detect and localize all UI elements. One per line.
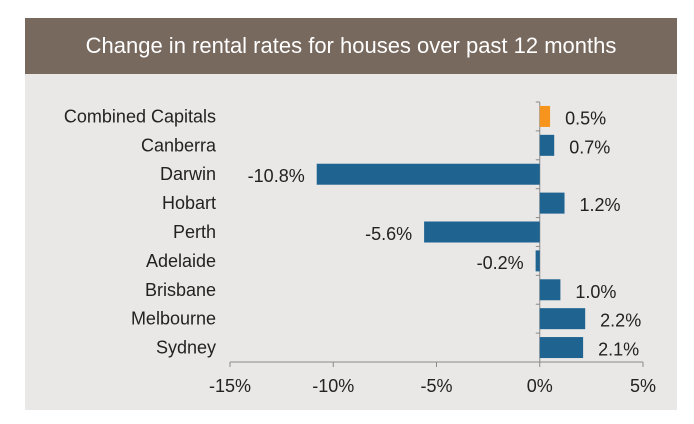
category-label: Darwin (160, 164, 216, 184)
data-label: 2.2% (600, 311, 641, 331)
category-label: Brisbane (145, 280, 216, 300)
data-label: 1.2% (580, 195, 621, 215)
bar (539, 337, 584, 359)
data-label: 0.5% (565, 108, 606, 128)
x-tick-label: -5% (420, 376, 452, 396)
category-label: Melbourne (131, 309, 216, 329)
category-label: Hobart (162, 193, 216, 213)
bar (539, 192, 565, 214)
category-label: Canberra (141, 135, 217, 155)
category-label: Sydney (156, 338, 216, 358)
chart-panel: Change in rental rates for houses over p… (25, 18, 677, 410)
x-tick-label: 0% (527, 376, 553, 396)
data-label: 2.1% (598, 340, 639, 360)
data-label: 1.0% (575, 282, 616, 302)
bar (535, 250, 540, 272)
bar (539, 134, 555, 156)
data-label: -10.8% (248, 166, 305, 186)
bar (539, 308, 586, 330)
category-label: Combined Capitals (64, 106, 216, 126)
x-tick-label: -10% (312, 376, 354, 396)
chart-title: Change in rental rates for houses over p… (25, 18, 677, 74)
bar (539, 279, 561, 301)
category-label: Perth (173, 222, 216, 242)
data-label: -5.6% (365, 224, 412, 244)
bar (424, 221, 540, 243)
data-label: -0.2% (477, 253, 524, 273)
bar (316, 163, 540, 185)
x-tick-label: 5% (630, 376, 656, 396)
x-tick-label: -15% (209, 376, 251, 396)
data-label: 0.7% (569, 137, 610, 157)
category-label: Adelaide (146, 251, 216, 271)
bar (539, 105, 551, 127)
